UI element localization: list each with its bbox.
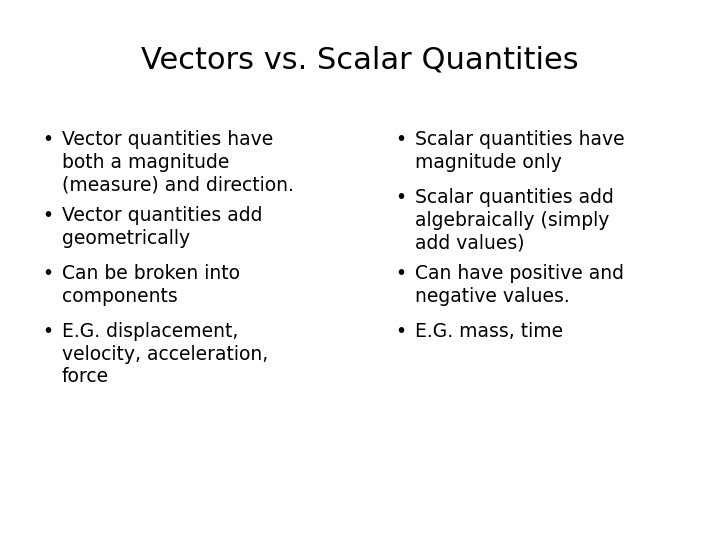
Text: •: • [42, 206, 53, 225]
Text: •: • [42, 322, 53, 341]
Text: Vectors vs. Scalar Quantities: Vectors vs. Scalar Quantities [141, 45, 579, 74]
Text: Can be broken into
components: Can be broken into components [62, 264, 240, 306]
Text: E.G. mass, time: E.G. mass, time [415, 322, 563, 341]
Text: •: • [395, 130, 406, 149]
Text: Vector quantities add
geometrically: Vector quantities add geometrically [62, 206, 263, 248]
Text: Can have positive and
negative values.: Can have positive and negative values. [415, 264, 624, 306]
Text: Scalar quantities add
algebraically (simply
add values): Scalar quantities add algebraically (sim… [415, 188, 614, 253]
Text: •: • [395, 264, 406, 283]
Text: •: • [395, 188, 406, 207]
Text: •: • [42, 264, 53, 283]
Text: •: • [42, 130, 53, 149]
Text: •: • [395, 322, 406, 341]
Text: E.G. displacement,
velocity, acceleration,
force: E.G. displacement, velocity, acceleratio… [62, 322, 269, 387]
Text: Scalar quantities have
magnitude only: Scalar quantities have magnitude only [415, 130, 625, 172]
Text: Vector quantities have
both a magnitude
(measure) and direction.: Vector quantities have both a magnitude … [62, 130, 294, 194]
